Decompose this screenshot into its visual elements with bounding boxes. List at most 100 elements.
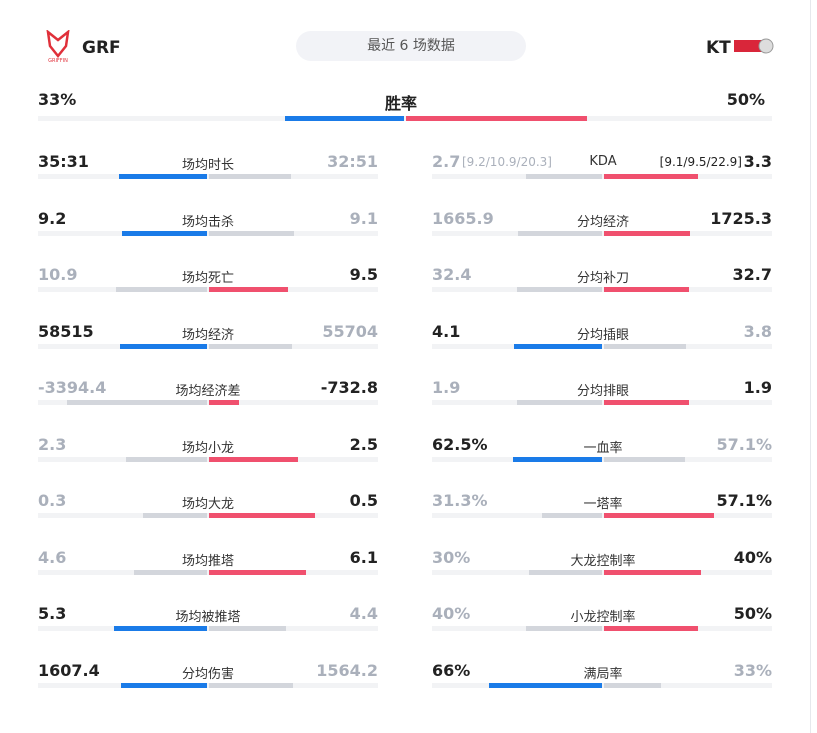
stat-right: 6.1 [349,547,378,567]
stat-label: 小龙控制率 [570,610,636,625]
stat-bar-right [209,569,306,575]
stat-left: 62.5% [432,434,488,454]
stat-bar-left [517,400,602,405]
stat-bar-left [121,230,207,236]
stat-label: 分均伤害 [181,666,234,682]
stat-track [38,569,378,575]
stat-label: 场均时长 [181,158,234,173]
stat-track [432,456,772,462]
stat-right: 1.9 [743,378,772,397]
stat-left: 35:31 [38,152,89,171]
stat-bar-left [119,343,207,349]
stat-bar-right [209,343,292,349]
stat-bar-left [133,569,207,575]
stat-bar-right [604,569,702,575]
stat-bar-right [604,230,691,236]
stat-track [432,513,772,518]
stat-right: 4.4 [349,604,378,623]
stat-bar-right [604,682,661,688]
stat-left: 40% [432,604,471,623]
stat-bar-right [604,400,689,405]
stat-label: 分均插眼 [576,327,629,343]
stat-bar-right [604,626,699,631]
stat-label: 一塔率 [583,497,623,512]
stat-track [432,230,772,236]
stat-bar-right [209,513,316,518]
stat-right: 55704 [322,321,378,341]
stat-right: 9.1 [349,208,378,228]
stat-track [432,174,772,179]
stat-label: 一血率 [583,440,623,456]
stat-right: 9.5 [349,265,378,284]
stat-right: 2.5 [349,434,378,454]
win-bar-left [284,116,404,121]
stat-bar-left [116,287,207,292]
logo-text: GRIFFIN [48,58,68,64]
stat-track [38,456,378,462]
stat-label: 场均推塔 [181,553,234,569]
stat-bar-right [604,343,686,349]
stat-track [38,626,378,631]
stat-left: 10.9 [38,265,78,284]
stat-label: 满局率 [583,666,623,682]
stat-bar-right [604,174,698,179]
stat-track [38,174,378,179]
filter-pill[interactable]: 最近 6 场数据 [296,31,526,61]
stat-left: -3394.4 [38,378,107,397]
stat-bar-right [604,456,686,462]
stat-track [432,343,772,349]
stat-bar-left [114,626,207,631]
stat-bar-left [67,400,207,405]
stat-left: 4.1 [432,321,461,341]
stat-label: 场均被推塔 [175,610,241,625]
stat-left-detail: [9.2/10.9/20.3] [462,155,552,169]
left-team: GRF [82,38,121,58]
stat-label: 分均补刀 [576,271,629,286]
stat-left: 1665.9 [432,208,494,228]
stat-label: 场均经济差 [175,384,241,399]
stat-label: 场均死亡 [181,271,234,286]
stat-bar-right [209,230,294,236]
stat-track [38,287,378,292]
stat-track [432,400,772,405]
stat-left: 2.7 [432,152,461,171]
stat-bar-right [209,682,293,688]
stat-label: 分均经济 [576,214,629,230]
stat-label: 大龙控制率 [570,553,636,569]
stat-bar-right [209,456,298,462]
stat-bar-right [209,400,240,405]
stat-bar-left [513,343,602,349]
win-rate-right: 50% [726,90,765,109]
win-rate-label: 胜率 [385,94,418,113]
kt-logo [734,38,774,54]
stat-label: 分均排眼 [576,384,629,399]
stat-track [38,230,378,236]
stat-right: -732.8 [320,378,378,397]
win-bar-right [406,116,587,121]
stat-bar-right [209,626,287,631]
stat-right: 50% [733,604,772,623]
stat-track [38,513,378,518]
right-team: KT [706,38,731,58]
stat-label: 场均击杀 [181,214,234,230]
stat-right: 0.5 [349,491,378,510]
stat-bar-left [525,174,602,179]
stat-bar-right [209,287,289,292]
stat-left: 1607.4 [38,660,100,680]
stat-left: 30% [432,547,471,567]
win-track [38,116,772,121]
stat-left: 32.4 [432,265,472,284]
stat-bar-right [209,174,291,179]
stat-bar-left [518,230,602,236]
stat-right: 3.8 [743,321,772,341]
stat-right: 32.7 [732,265,772,284]
stat-track [432,569,772,575]
stat-bar-left [513,456,602,462]
stat-bar-left [541,513,602,518]
stat-label: KDA [589,154,617,169]
stat-bar-left [526,626,602,631]
stat-right: 33% [733,660,772,680]
stat-left: 58515 [38,321,94,341]
stat-bar-left [488,682,602,688]
